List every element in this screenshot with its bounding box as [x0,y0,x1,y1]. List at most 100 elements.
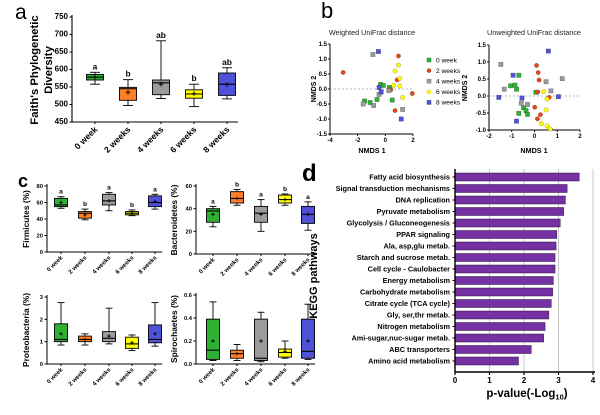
bar-label: Ala, asp,glu metab. [384,242,451,251]
bar-Fatty acid biosynthesis [454,172,580,182]
y-tick-label: 700 [55,30,69,39]
data-point [559,76,565,82]
bar-Pyruvate metabolism [454,207,564,216]
x-tick-label: 3 [556,376,561,385]
x-category-label: 4 weeks [92,255,113,276]
y-tick-label: 650 [55,47,69,56]
legend-marker-4 weeks [426,78,432,84]
x-category-label: 8 weeks [201,124,232,155]
box-8 weeks [148,302,162,347]
sig-letter: b [130,202,134,209]
bar-Carbohydrate metabolism [454,287,553,297]
x-category-label: 2 weeks [102,124,133,155]
box-4 weeks [102,307,116,345]
sig-letter: a [259,192,263,199]
legend-label: 2 weeks [436,68,461,75]
bar-PPAR signaling [454,230,558,239]
data-point [536,77,542,83]
data-point [396,62,401,68]
data-point [525,111,530,117]
x-category-label: 2 weeks [68,255,89,276]
series-2 weeks [532,63,552,122]
y-tick-label: 0.5 [319,72,328,78]
x-category-label: 4 weeks [135,124,166,155]
legend-marker-0 week [426,57,432,63]
x-tick-label: 2 [578,134,582,140]
sig-letter: b [191,73,196,83]
firmicutes_boxplot: 0 20 40 60 80 a 0 week b 2 weeks a 4 weeks b 6 weeks… [21,184,162,276]
data-point [370,52,376,57]
data-point [519,95,525,101]
bar-Signal transduction mechanisms [454,184,568,193]
nmds-legend: 0 week 2 weeks 4 weeks 6 weeks 8 weeks [426,57,461,107]
legend-marker-8 weeks [426,100,432,105]
y-tick-label: 60 [186,184,192,190]
x-tick-label: 1 [556,134,560,140]
data-point [547,126,553,132]
y-tick-label: 40 [37,217,43,223]
box-4 weeks [254,311,268,363]
x-category-label: 4 weeks [244,367,265,388]
series-0 week [508,72,539,117]
sig-letter: ab [156,30,166,40]
data-point [376,49,381,54]
x-category-label: 2 weeks [68,367,89,388]
data-point [397,83,403,89]
proteobacteria_boxplot: 0 1 2 3 0 week 2 weeks 4 weeks 6 weeks 8 weeks Pr… [21,293,162,388]
legend-label: 4 weeks [436,79,461,86]
data-point [508,83,514,89]
y-tick-label: 60 [37,201,43,207]
y-tick-label: 20 [37,234,43,240]
box-4 weeks [254,199,268,232]
data-point [543,79,549,85]
bar-label: Nitrogen metabolism [377,322,450,331]
data-point [544,96,550,102]
data-point [378,89,384,95]
y-tick-label: 450 [55,117,69,126]
box-2 weeks [78,333,92,346]
bar-label: Ami-sugar,nuc-sugar metab. [351,334,450,343]
y-tick-label: 3 [40,295,44,301]
plot-title: Unweighted UniFrac distance [487,28,581,37]
y-axis-title: KEGG pathways [308,233,320,319]
y-tick-label: -1.5 [317,132,328,138]
y-tick-label: 1.0 [319,57,328,63]
data-point [501,86,507,92]
data-point [538,121,544,126]
bar-label: ABC transporters [389,345,450,354]
x-category-label: 6 weeks [168,124,199,155]
box-rect [301,318,315,359]
sig-letter: a [107,185,111,192]
x-category-label: 0 week [198,257,217,276]
data-point [391,83,397,88]
x-category-label: 2 weeks [220,367,241,388]
panel-label-d: d [302,160,317,187]
bar-Energy metabolism [454,276,554,285]
sig-letter: ab [222,57,232,67]
x-axis-title: NMDS 1 [520,146,547,155]
panel-label-b: b [321,0,334,23]
y-tick-label: -1.0 [317,117,328,123]
sig-letter: a [211,198,215,205]
box-8 weeks [148,193,162,210]
data-point [380,82,386,88]
box-8 weeks [301,201,315,231]
data-point [392,68,398,74]
bar-Amino acid metabolism [454,356,519,366]
series-2 weeks [340,53,415,114]
bar-label: Fatty acid biosynthesis [369,173,450,182]
y-tick-label: 1.5 [319,42,328,48]
x-tick-label: 0 [533,134,537,140]
series-4 weeks [360,52,406,112]
bar-label: Starch and sucrose metab. [357,253,450,262]
y-axis-title: Firmicutes (%) [21,190,31,248]
box-2 weeks [230,344,244,361]
y-tick-label: 0.5 [478,77,487,83]
box-4 weeks [152,40,170,100]
series-4 weeks [498,61,565,107]
x-tick-label: 2 [522,376,527,385]
x-tick-label: -2 [486,134,492,140]
box-0 week [86,71,104,85]
kegg_pathways_bar: Fatty acid biosynthesis Signal transducti… [308,169,596,402]
